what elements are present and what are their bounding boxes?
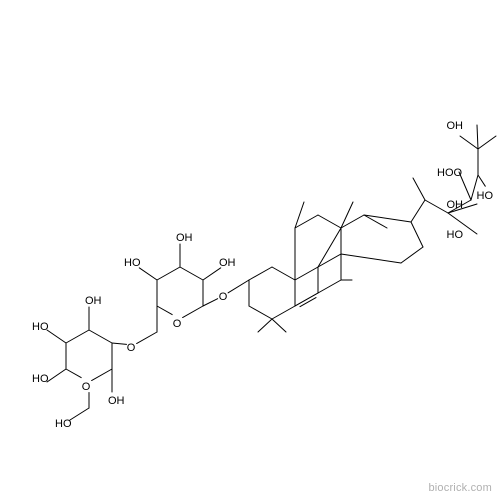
bond <box>137 332 157 344</box>
bond <box>295 293 318 306</box>
bond <box>203 299 218 306</box>
bond <box>47 330 66 343</box>
bond <box>478 136 496 149</box>
bond <box>47 369 66 382</box>
bond <box>66 369 81 378</box>
molecule-canvas: O O O O HO HO HO HO HO HO OH OH OH OH OH OH HOO biocrick… <box>0 0 500 500</box>
bond <box>318 215 341 228</box>
atom-label-HO3: HO <box>32 373 49 385</box>
bond <box>157 267 180 280</box>
atom-label-OH6: OH <box>447 120 464 132</box>
bond <box>318 280 341 293</box>
bond <box>460 136 478 149</box>
bond <box>70 408 89 420</box>
watermark: biocrick.com <box>428 482 492 494</box>
bond <box>318 228 341 267</box>
bond <box>89 330 112 343</box>
atom-label-HO4: HO <box>55 418 72 430</box>
bond <box>92 369 112 381</box>
atom-label-O3: O <box>173 318 182 330</box>
bond <box>249 306 272 319</box>
atom-label-O4: O <box>219 291 228 303</box>
bond <box>272 306 295 319</box>
bond <box>477 125 478 149</box>
bond <box>258 319 272 332</box>
bond <box>341 254 401 263</box>
molecule-svg: O O O O HO HO HO HO HO HO OH OH OH OH OH OH HOO <box>0 0 500 500</box>
atom-label-HOO: HOO <box>437 167 463 179</box>
bond <box>112 343 127 344</box>
atom-label-HO2: HO <box>124 257 141 269</box>
bond <box>401 247 423 263</box>
atom-label-O1: O <box>82 381 91 393</box>
bond <box>411 222 423 247</box>
atom-label-OH4: OH <box>85 295 102 307</box>
atom-label-HO1: HO <box>32 321 49 333</box>
atom-label-HO6: HO <box>477 190 494 202</box>
bond <box>183 306 203 318</box>
bond <box>249 267 272 280</box>
bond <box>272 267 295 280</box>
bond <box>66 330 89 343</box>
bond <box>425 200 448 213</box>
atom-label-O2: O <box>127 342 136 354</box>
bond <box>203 268 221 280</box>
bond <box>478 175 485 186</box>
bond <box>272 319 286 332</box>
atom-label-OH1: OH <box>176 232 193 244</box>
bond <box>295 267 318 280</box>
atom-label-HO5: HO <box>447 229 464 241</box>
bond <box>413 178 425 200</box>
atom-label-OH2: OH <box>219 257 236 269</box>
bond <box>228 280 249 293</box>
atom-label-OH5: OH <box>447 199 464 211</box>
bond <box>411 200 425 222</box>
atom-label-OH3: OH <box>108 395 125 407</box>
bond <box>139 268 157 280</box>
bond <box>157 306 172 315</box>
bond <box>180 267 203 280</box>
